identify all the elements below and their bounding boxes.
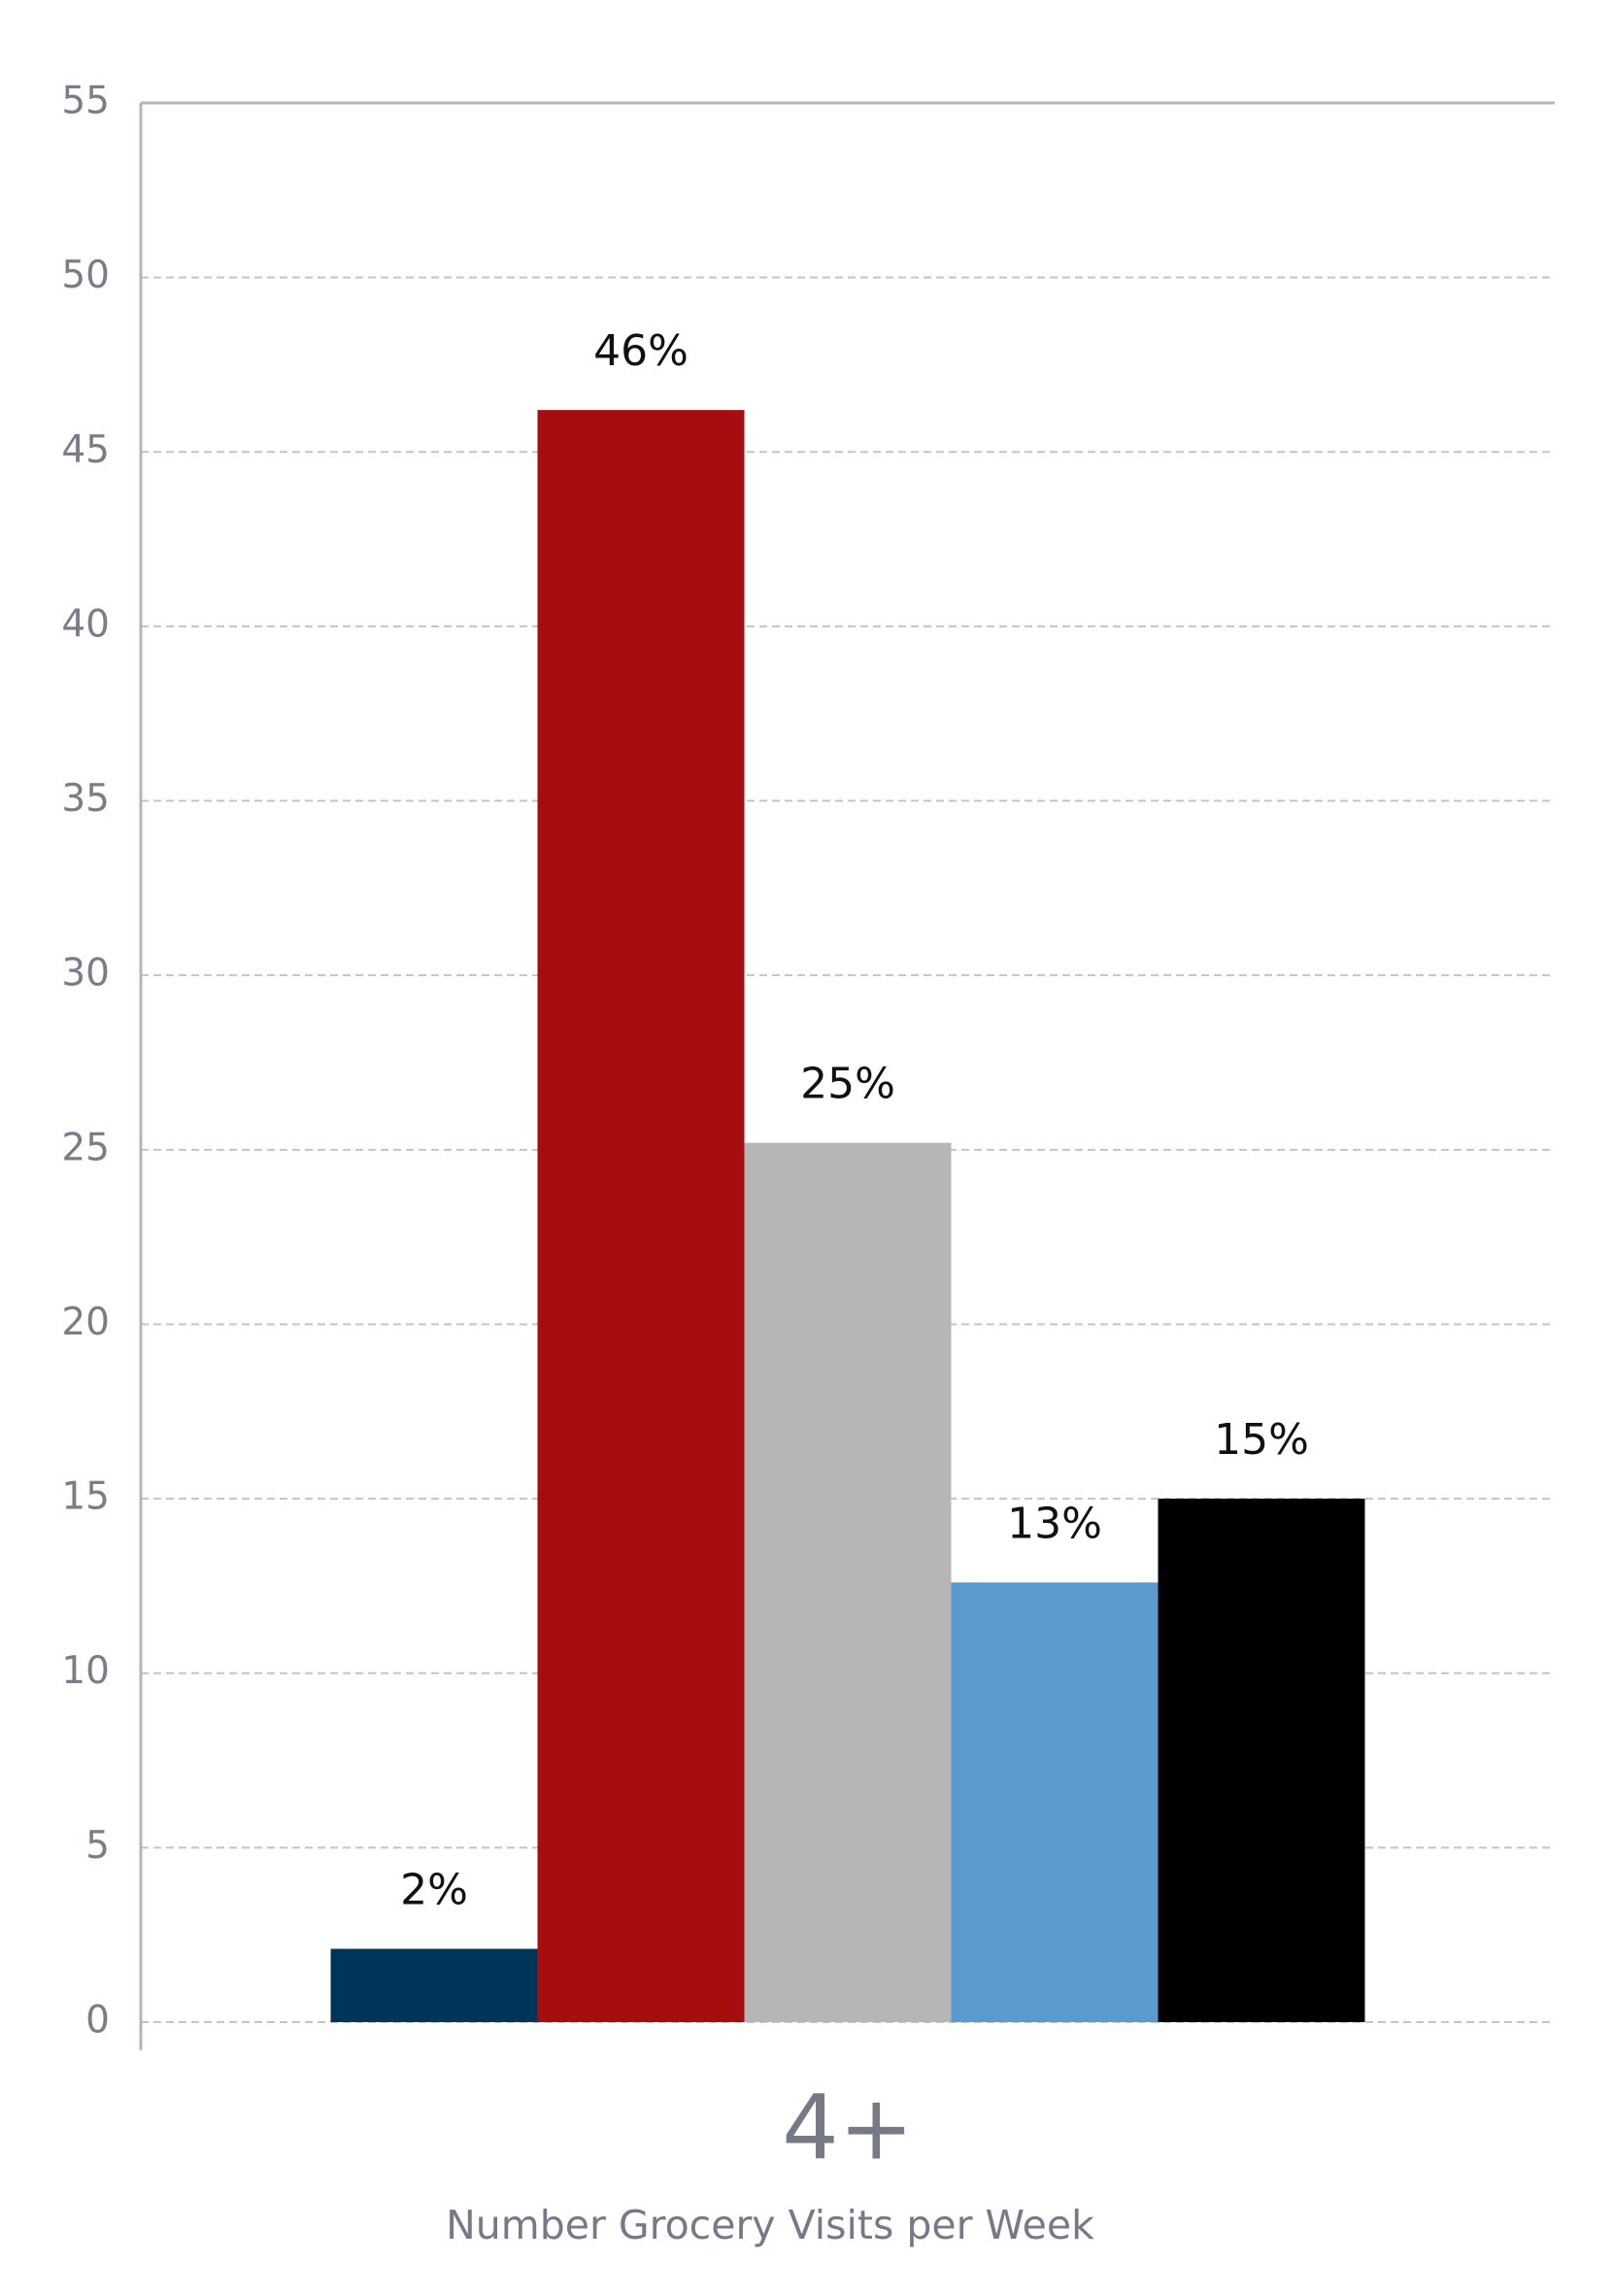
y-tick-label: 0: [85, 1999, 110, 2043]
bar: [330, 1948, 538, 2022]
bar: [744, 1142, 952, 2022]
y-tick-label: 30: [61, 952, 110, 996]
y-tick-label: 50: [61, 253, 110, 297]
value-label: 25%: [800, 1060, 895, 1109]
bar: [951, 1582, 1159, 2022]
y-tick-label: 20: [61, 1300, 110, 1344]
y-tick-label: 40: [61, 602, 110, 646]
y-tick-label: 5: [85, 1824, 110, 1868]
value-label: 2%: [400, 1866, 468, 1915]
y-tick-label: 45: [61, 428, 110, 472]
value-label: 15%: [1214, 1415, 1309, 1465]
bar: [537, 410, 745, 2022]
y-tick-label: 15: [61, 1475, 110, 1519]
x-tick-label: 4+: [782, 2076, 914, 2179]
value-label: 13%: [1007, 1499, 1102, 1548]
bar: [1158, 1499, 1365, 2022]
y-tick-label: 25: [61, 1126, 110, 1169]
x-axis-label: Number Grocery Visits per Week: [446, 2202, 1094, 2248]
y-tick-label: 35: [61, 777, 110, 821]
y-tick-label: 55: [61, 80, 110, 123]
y-tick-label: 10: [61, 1649, 110, 1693]
value-label: 46%: [593, 326, 689, 376]
